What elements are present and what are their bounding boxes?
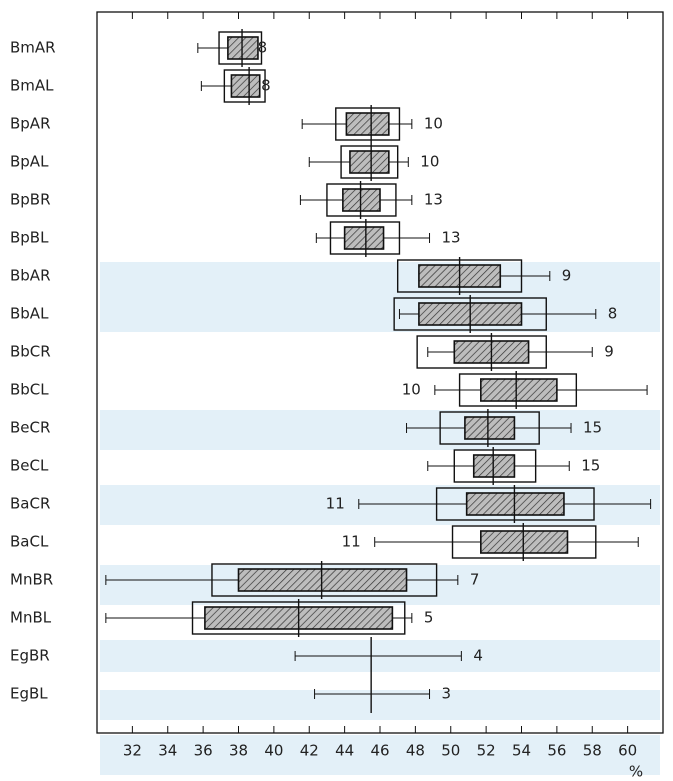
outer-box bbox=[458, 373, 578, 407]
x-tick-label: 38 bbox=[229, 742, 248, 760]
inner-box bbox=[464, 416, 516, 440]
n-label: 9 bbox=[604, 343, 614, 361]
outer-box bbox=[329, 221, 401, 255]
category-label: BmAR bbox=[10, 39, 56, 57]
n-label: 11 bbox=[326, 495, 345, 513]
inner-box bbox=[342, 188, 381, 212]
x-tick-label: 40 bbox=[264, 742, 283, 760]
category-label: EgBR bbox=[10, 647, 50, 665]
inner-box bbox=[480, 530, 569, 554]
category-label: BpAL bbox=[10, 153, 49, 171]
inner-box bbox=[230, 74, 261, 98]
inner-box bbox=[465, 492, 565, 516]
outer-box bbox=[335, 107, 401, 141]
n-label: 10 bbox=[402, 381, 421, 399]
inner-box bbox=[345, 112, 390, 136]
category-label: BeCR bbox=[10, 419, 50, 437]
x-tick-label: 44 bbox=[335, 742, 354, 760]
n-label: 10 bbox=[420, 153, 439, 171]
n-label: 10 bbox=[424, 115, 443, 133]
category-label: EgBL bbox=[10, 685, 48, 703]
n-label: 13 bbox=[442, 229, 461, 247]
outer-box bbox=[223, 69, 266, 103]
inner-box bbox=[349, 150, 390, 174]
inner-box bbox=[237, 568, 408, 592]
category-label: BbAR bbox=[10, 267, 51, 285]
x-tick-label: 52 bbox=[477, 742, 496, 760]
x-tick-label: 36 bbox=[194, 742, 213, 760]
inner-box bbox=[227, 36, 259, 60]
n-label: 15 bbox=[583, 419, 602, 437]
background-watermark bbox=[100, 262, 660, 775]
x-tick-label: 34 bbox=[158, 742, 177, 760]
category-label: BeCL bbox=[10, 457, 49, 475]
category-label: BmAL bbox=[10, 77, 54, 95]
inner-box bbox=[343, 226, 385, 250]
n-label: 8 bbox=[608, 305, 618, 323]
n-label: 5 bbox=[424, 609, 434, 627]
category-label: BbCL bbox=[10, 381, 49, 399]
outer-box bbox=[435, 487, 595, 521]
category-label: BaCR bbox=[10, 495, 50, 513]
n-label: 15 bbox=[581, 457, 600, 475]
x-axis-label: % bbox=[629, 763, 643, 781]
category-label: BpBR bbox=[10, 191, 51, 209]
n-label: 7 bbox=[470, 571, 480, 589]
x-tick-label: 50 bbox=[441, 742, 460, 760]
outer-box bbox=[340, 145, 399, 179]
n-label: 13 bbox=[424, 191, 443, 209]
x-tick-label: 46 bbox=[370, 742, 389, 760]
x-tick-label: 60 bbox=[618, 742, 637, 760]
n-label: 4 bbox=[473, 647, 483, 665]
category-label: BbAL bbox=[10, 305, 49, 323]
x-tick-label: 48 bbox=[406, 742, 425, 760]
category-label: MnBR bbox=[10, 571, 53, 589]
n-label: 8 bbox=[258, 39, 268, 57]
x-tick-label: 42 bbox=[300, 742, 319, 760]
category-label: BpAR bbox=[10, 115, 51, 133]
category-label: BaCL bbox=[10, 533, 49, 551]
outer-box bbox=[218, 31, 263, 65]
inner-box bbox=[472, 454, 516, 478]
outer-box bbox=[453, 449, 537, 483]
n-label: 3 bbox=[442, 685, 452, 703]
n-label: 8 bbox=[261, 77, 271, 95]
n-label: 11 bbox=[342, 533, 361, 551]
outer-box bbox=[326, 183, 397, 217]
category-label: MnBL bbox=[10, 609, 52, 627]
x-tick-label: 32 bbox=[123, 742, 142, 760]
outer-box bbox=[416, 335, 547, 369]
n-label: 9 bbox=[562, 267, 572, 285]
x-tick-label: 58 bbox=[583, 742, 602, 760]
outer-box bbox=[439, 411, 540, 445]
outer-box bbox=[451, 525, 597, 559]
outer-box bbox=[211, 563, 438, 597]
category-label: BbCR bbox=[10, 343, 51, 361]
x-tick-label: 56 bbox=[547, 742, 566, 760]
x-tick-label: 54 bbox=[512, 742, 531, 760]
category-label: BpBL bbox=[10, 229, 49, 247]
inner-box bbox=[480, 378, 558, 402]
